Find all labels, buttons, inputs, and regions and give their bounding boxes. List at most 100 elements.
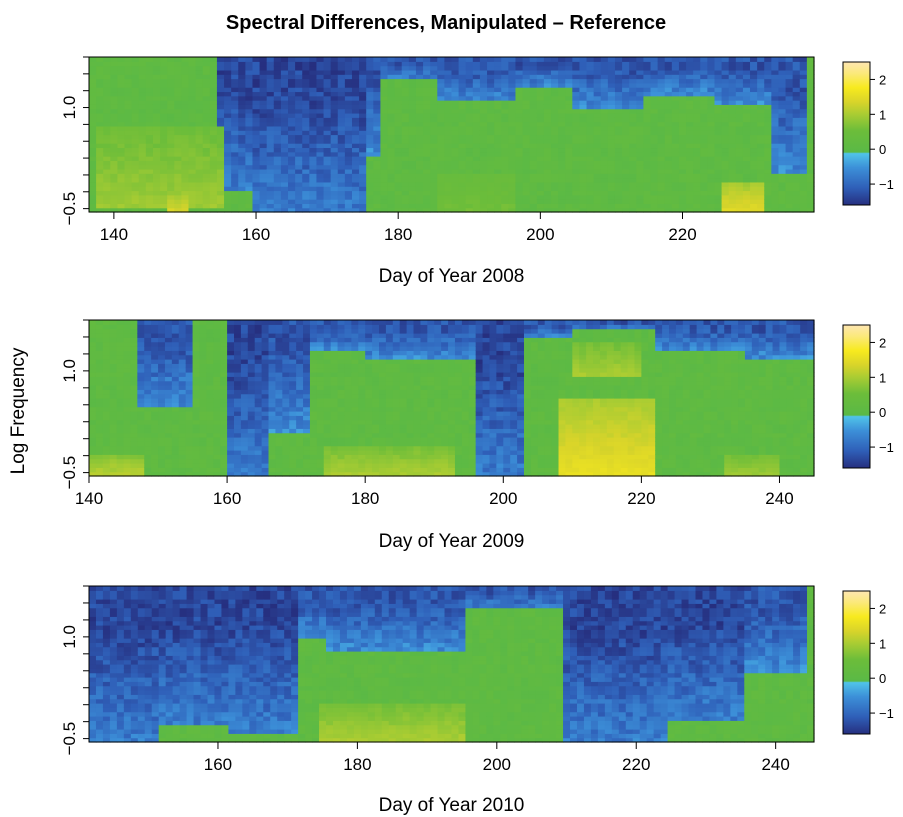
heatmap-cell: [282, 458, 290, 464]
heatmap-cell: [650, 181, 659, 187]
heatmap-cell: [607, 147, 616, 153]
heatmap-cell: [302, 203, 310, 209]
heatmap-cell: [227, 450, 235, 455]
heatmap-cell: [185, 393, 194, 399]
heatmap-cell: [247, 380, 256, 386]
heatmap-cell: [593, 160, 602, 166]
heatmap-cell: [508, 138, 517, 144]
heatmap-cell: [785, 112, 794, 118]
heatmap-cell: [234, 428, 242, 434]
heatmap-cell: [103, 207, 111, 213]
heatmap-cell: [757, 181, 765, 187]
heatmap-cell: [316, 354, 325, 360]
heatmap-cell: [309, 428, 318, 434]
heatmap-cell: [792, 147, 801, 153]
heatmap-cell: [614, 95, 623, 101]
heatmap-cell: [565, 147, 573, 153]
heatmap-cell: [394, 95, 403, 101]
heatmap-cell: [103, 117, 111, 123]
heatmap-cell: [296, 432, 304, 438]
heatmap-cell: [785, 143, 794, 149]
heatmap-cell: [145, 104, 154, 110]
heatmap-cell: [89, 78, 97, 84]
heatmap-cell: [188, 164, 197, 170]
heatmap-cell: [565, 151, 573, 157]
heatmap-cell: [295, 104, 303, 110]
heatmap-cell: [572, 194, 581, 200]
heatmap-cell: [508, 173, 517, 179]
heatmap-cell: [415, 87, 424, 93]
heatmap-cell: [444, 95, 453, 101]
heatmap-cell: [280, 82, 289, 88]
heatmap-cell: [551, 190, 559, 196]
heatmap-cell: [380, 74, 389, 80]
heatmap-cell: [138, 168, 147, 174]
heatmap-cell: [254, 367, 263, 373]
heatmap-cell: [295, 121, 303, 127]
heatmap-cell: [792, 100, 801, 105]
heatmap-cell: [401, 82, 410, 88]
heatmap-cell: [158, 337, 166, 343]
heatmap-cell: [735, 91, 744, 97]
heatmap-cell: [380, 181, 389, 187]
heatmap-cell: [158, 415, 166, 421]
heatmap-cell: [171, 328, 180, 334]
heatmap-cell: [494, 164, 502, 170]
heatmap-cell: [266, 65, 275, 71]
heatmap-cell: [206, 328, 214, 334]
heatmap-cell: [629, 117, 637, 123]
heatmap-cell: [501, 112, 509, 118]
heatmap-cell: [266, 112, 275, 118]
heatmap-cell: [543, 207, 552, 213]
heatmap-cell: [309, 376, 318, 382]
heatmap-cell: [351, 134, 360, 140]
heatmap-cell: [130, 445, 138, 451]
heatmap-cell: [178, 398, 187, 403]
heatmap-cell: [700, 143, 708, 149]
heatmap-cell: [771, 95, 780, 101]
heatmap-cell: [259, 117, 268, 123]
heatmap-cell: [458, 168, 467, 174]
heatmap-cell: [359, 177, 367, 183]
heatmap-cell: [451, 164, 460, 170]
heatmap-cell: [195, 91, 204, 97]
heatmap-cell: [323, 181, 332, 187]
heatmap-cell: [164, 380, 173, 386]
heatmap-cell: [240, 341, 249, 347]
heatmap-cell: [234, 424, 242, 429]
heatmap-cell: [543, 186, 552, 192]
heatmap-cell: [622, 186, 630, 192]
heatmap-cell: [494, 108, 502, 114]
heatmap-cell: [138, 164, 147, 170]
heatmap-cell: [282, 324, 290, 330]
heatmap-cell: [778, 190, 787, 196]
heatmap-cell: [227, 411, 235, 416]
heatmap-cell: [423, 194, 431, 200]
heatmap-cell: [686, 203, 694, 209]
heatmap-cell: [273, 138, 282, 144]
heatmap-cell: [254, 341, 263, 347]
heatmap-cell: [145, 108, 154, 114]
heatmap-cell: [103, 61, 111, 67]
heatmap-cell: [261, 372, 270, 377]
heatmap-cell: [465, 199, 474, 204]
heatmap-cell: [607, 91, 616, 97]
heatmap-cell: [323, 398, 332, 403]
heatmap-cell: [323, 151, 332, 157]
heatmap-cell: [109, 411, 118, 416]
heatmap-cell: [330, 65, 339, 71]
heatmap-cell: [316, 337, 325, 343]
heatmap-cell: [192, 324, 201, 330]
heatmap-cell: [275, 441, 283, 447]
heatmap-cell: [238, 147, 246, 153]
heatmap-cell: [116, 411, 125, 416]
heatmap-cell: [714, 160, 723, 166]
heatmap-cell: [185, 424, 194, 429]
heatmap-cell: [231, 134, 239, 140]
heatmap-cell: [289, 467, 297, 473]
heatmap-cell: [213, 359, 221, 364]
heatmap-cell: [137, 463, 145, 468]
heatmap-cell: [309, 203, 318, 209]
heatmap-cell: [220, 320, 228, 325]
heatmap-cell: [579, 95, 588, 101]
